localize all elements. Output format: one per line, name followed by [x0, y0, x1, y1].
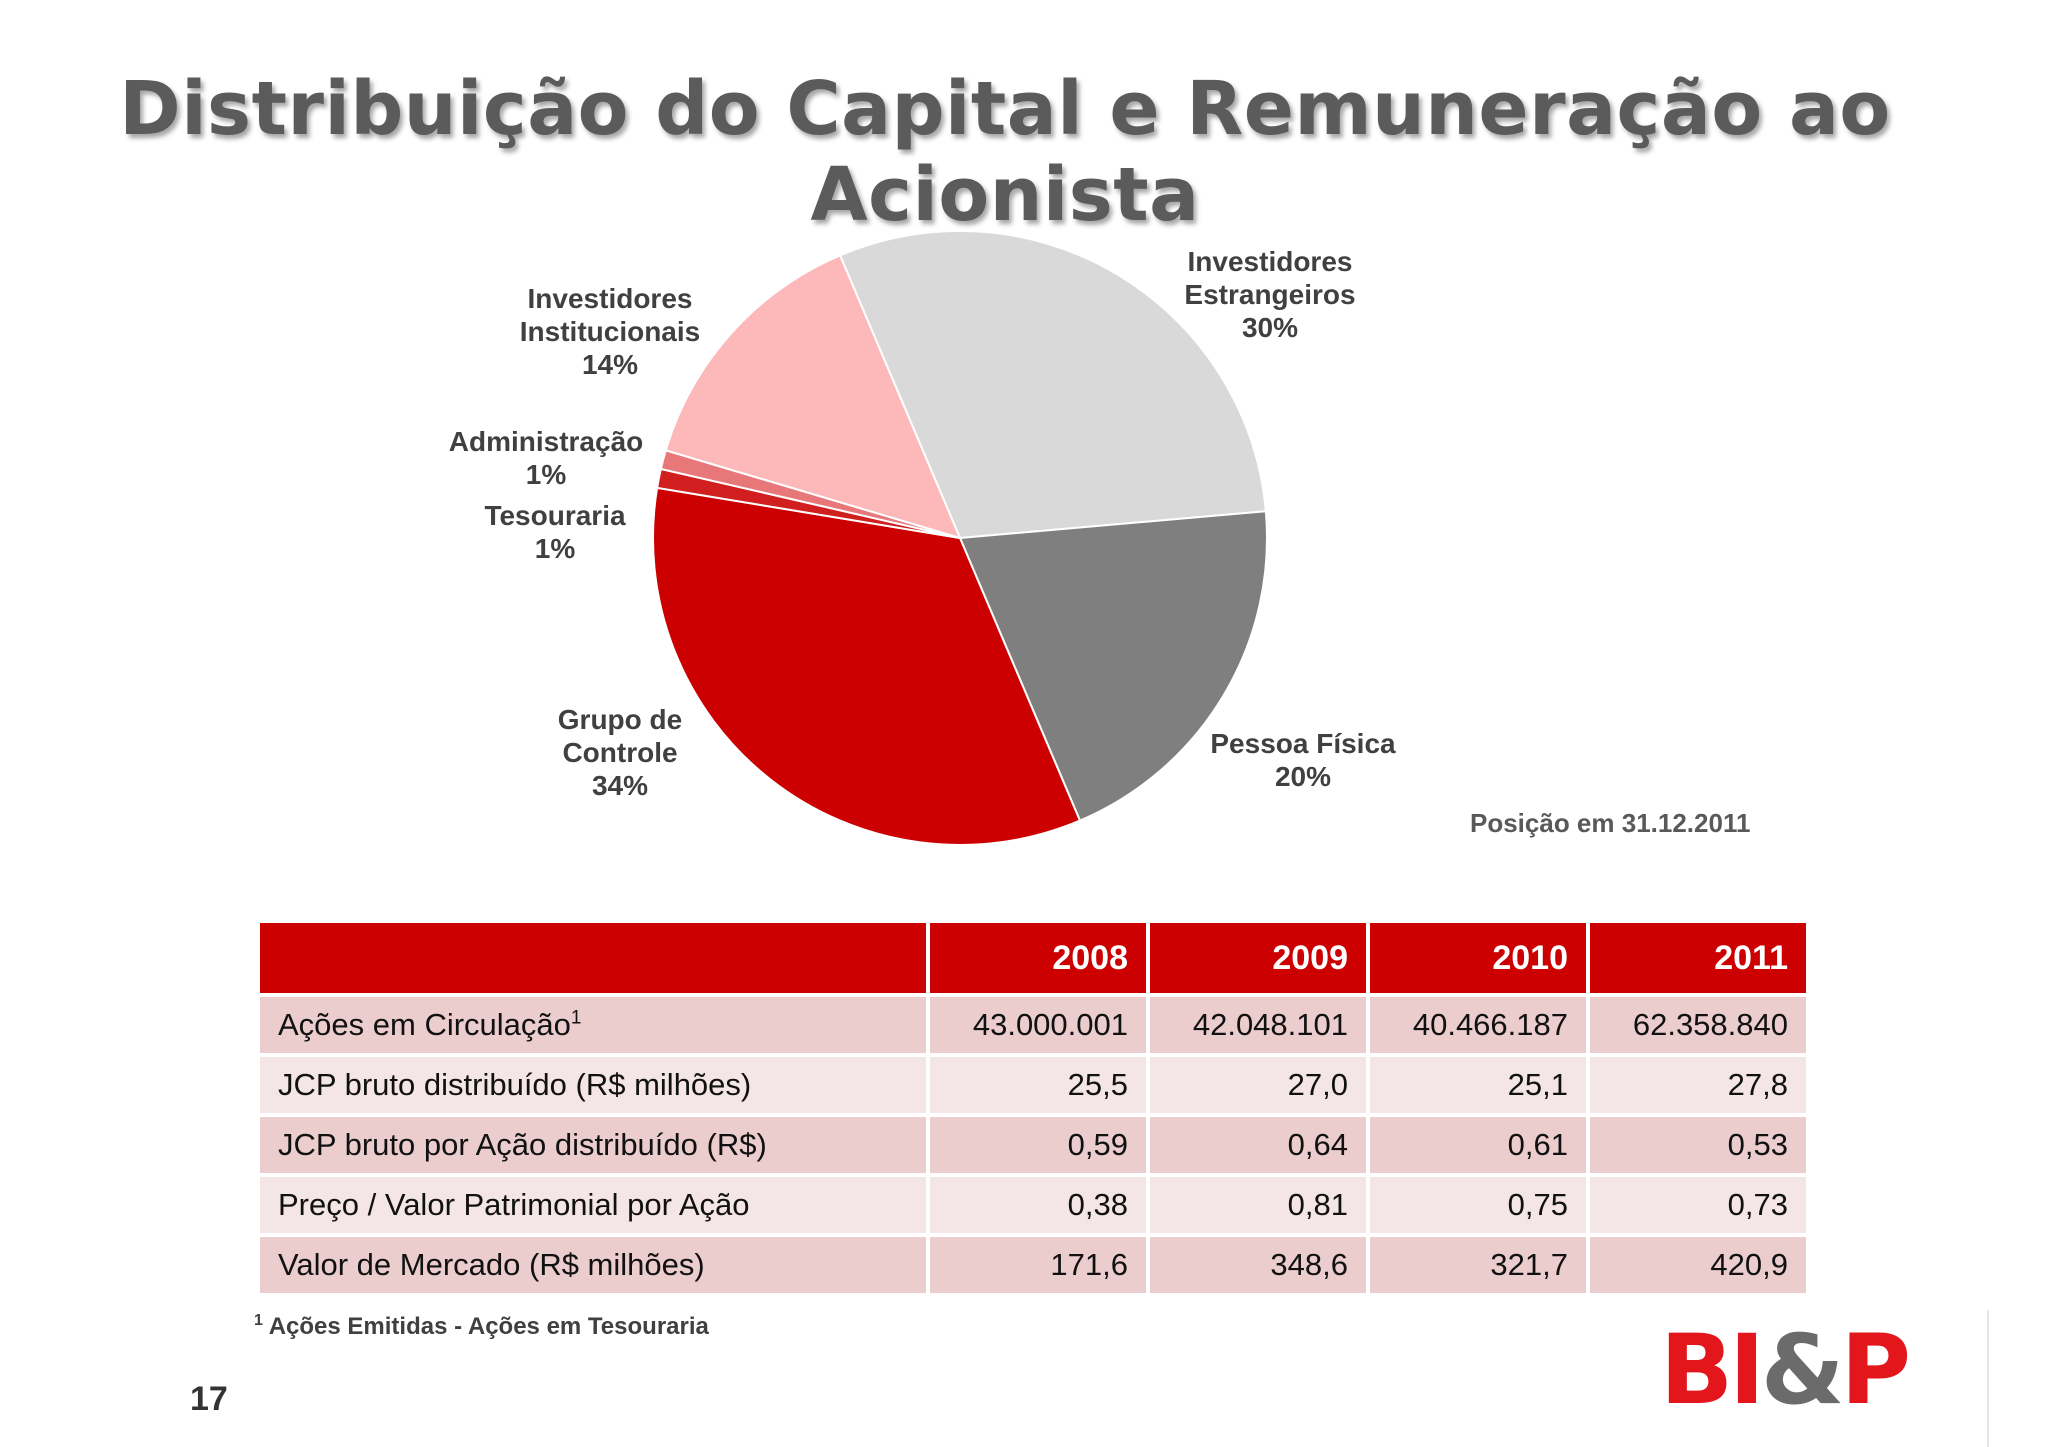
pie-slice-grupo-de-controle	[652, 486, 1082, 846]
table-row: Preço / Valor Patrimonial por Ação 0,38 …	[260, 1177, 1806, 1233]
row-label: JCP bruto por Ação distribuído (R$)	[260, 1117, 926, 1173]
table-cell: 0,81	[1150, 1177, 1366, 1233]
row-label: Ações em Circulação1	[260, 997, 926, 1053]
pie-label-administracao: Administração 1%	[448, 426, 644, 490]
pie-label-investidores-institucionais: Investidores Institucionais 14%	[519, 283, 701, 380]
table-cell: 40.466.187	[1370, 997, 1586, 1053]
table-cell: 321,7	[1370, 1237, 1586, 1293]
table-cell: 0,73	[1590, 1177, 1806, 1233]
table-header-2010: 2010	[1370, 923, 1586, 993]
bip-logo: BI&P	[1660, 1314, 1911, 1426]
slide-title: Distribuição do Capital e Remuneração ao…	[119, 66, 1891, 238]
table-cell: 27,0	[1150, 1057, 1366, 1113]
table-cell: 0,75	[1370, 1177, 1586, 1233]
row-label: Valor de Mercado (R$ milhões)	[260, 1237, 926, 1293]
table-header-2009: 2009	[1150, 923, 1366, 993]
pie-slice-pessoa-fisica	[958, 510, 1268, 822]
pie-label-pessoa-fisica: Pessoa Física 20%	[1210, 728, 1396, 792]
footnote: 1 Ações Emitidas - Ações em Tesouraria	[254, 1312, 709, 1341]
table-header-2011: 2011	[1590, 923, 1806, 993]
table-cell: 0,61	[1370, 1117, 1586, 1173]
table-header-label	[260, 923, 926, 993]
footnote-marker: 1	[570, 1007, 582, 1029]
table-cell: 171,6	[930, 1237, 1146, 1293]
pie-slice-investidores-estrangeiros	[838, 230, 1267, 540]
pie-label-tesouraria: Tesouraria 1%	[484, 500, 626, 564]
table-cell: 0,64	[1150, 1117, 1366, 1173]
footnote-marker: 1	[254, 1312, 263, 1329]
table-cell: 62.358.840	[1590, 997, 1806, 1053]
row-label: Preço / Valor Patrimonial por Ação	[260, 1177, 926, 1233]
pie-label-grupo-de-controle: Grupo de Controle 34%	[557, 704, 683, 801]
table-cell: 43.000.001	[930, 997, 1146, 1053]
pie-chart-svg	[652, 230, 1268, 846]
row-label: JCP bruto distribuído (R$ milhões)	[260, 1057, 926, 1113]
table-cell: 348,6	[1150, 1237, 1366, 1293]
table-cell: 42.048.101	[1150, 997, 1366, 1053]
table-cell: 25,1	[1370, 1057, 1586, 1113]
pie-slice-investidores-institucionais	[664, 254, 962, 540]
table-row: JCP bruto distribuído (R$ milhões) 25,5 …	[260, 1057, 1806, 1113]
pie-label-investidores-estrangeiros: Investidores Estrangeiros 30%	[1184, 246, 1356, 343]
divider	[1987, 1310, 1989, 1447]
shareholder-data-table: 2008 2009 2010 2011 Ações em Circulação1…	[256, 919, 1810, 1297]
page-number: 17	[190, 1380, 228, 1418]
table-header-2008: 2008	[930, 923, 1146, 993]
table-cell: 420,9	[1590, 1237, 1806, 1293]
table-row: Valor de Mercado (R$ milhões) 171,6 348,…	[260, 1237, 1806, 1293]
table-cell: 27,8	[1590, 1057, 1806, 1113]
table-row: Ações em Circulação1 43.000.001 42.048.1…	[260, 997, 1806, 1053]
table-row: JCP bruto por Ação distribuído (R$) 0,59…	[260, 1117, 1806, 1173]
position-date-note: Posição em 31.12.2011	[1470, 808, 1751, 838]
table-cell: 25,5	[930, 1057, 1146, 1113]
table-cell: 0,38	[930, 1177, 1146, 1233]
table-header-row: 2008 2009 2010 2011	[260, 923, 1806, 993]
pie-chart: Investidores Estrangeiros 30% Pessoa Físic…	[448, 230, 1396, 846]
table-cell: 0,53	[1590, 1117, 1806, 1173]
footnote-text: Ações Emitidas - Ações em Tesouraria	[268, 1313, 709, 1340]
table-cell: 0,59	[930, 1117, 1146, 1173]
